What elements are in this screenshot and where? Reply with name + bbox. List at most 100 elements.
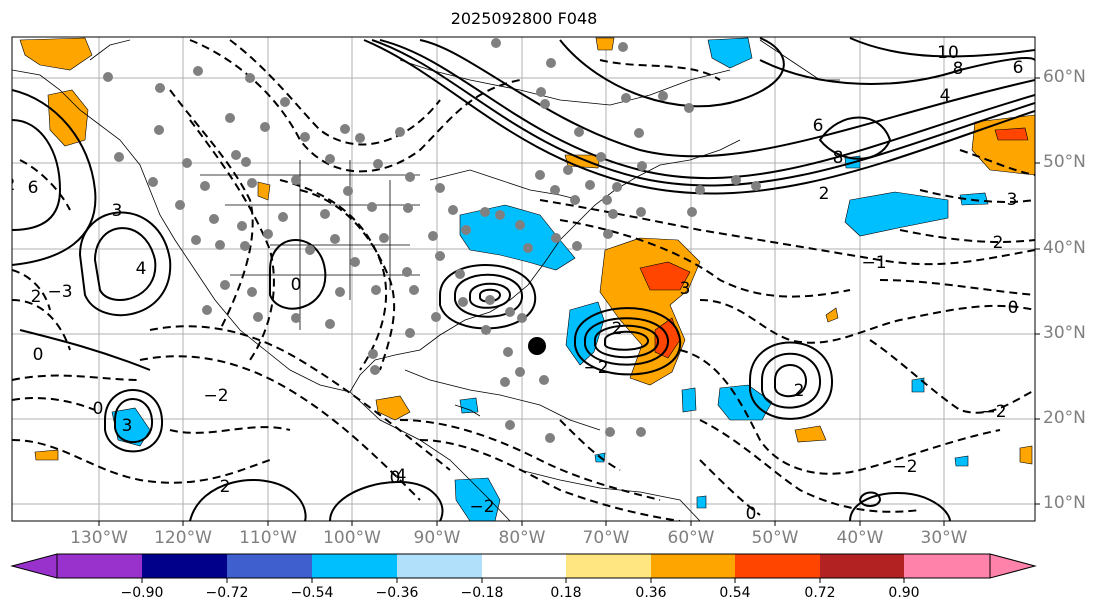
- solid-contours: [12, 37, 1035, 521]
- colorbar-extend-min: [10, 553, 58, 579]
- map-frame: [11, 36, 1036, 522]
- positive-anomaly-region: [257, 181, 271, 201]
- positive-anomaly-region: [19, 37, 93, 71]
- negative-anomaly-region: [954, 455, 969, 467]
- negative-anomaly-region: [459, 397, 479, 414]
- colorbar-bin: [142, 554, 227, 578]
- latitude-label: 10°N: [1043, 493, 1086, 513]
- colorbar-tick-label: −0.54: [290, 585, 334, 601]
- negative-anomaly-region: [459, 204, 576, 271]
- colorbar: [10, 553, 1037, 583]
- contour-label: 6: [28, 178, 39, 198]
- contour-label: −2: [203, 386, 228, 406]
- contour-label: 2: [5, 175, 16, 195]
- contour-label: 6: [813, 116, 824, 136]
- colorbar-tick-label: 0.72: [804, 585, 836, 601]
- negative-anomaly-region: [454, 477, 501, 521]
- longitude-label: 90°W: [413, 528, 461, 548]
- contour-label: 2: [220, 477, 231, 497]
- longitude-label: 60°W: [667, 528, 715, 548]
- colorbar-bin: [482, 554, 566, 578]
- contour-label: 2: [993, 233, 1004, 253]
- positive-anomaly-region: [1019, 445, 1033, 465]
- negative-anomaly-region: [959, 192, 989, 206]
- negative-anomaly-region: [696, 495, 707, 509]
- contour-label: 4: [396, 466, 407, 486]
- colorbar-bin: [397, 554, 482, 578]
- colorbar-bin: [312, 554, 397, 578]
- positive-anomaly-region: [794, 425, 827, 443]
- negative-anomaly-region: [681, 387, 697, 413]
- longitude-label: 50°W: [751, 528, 799, 548]
- positive-anomaly-region: [47, 89, 89, 147]
- positive-anomaly-region: [34, 449, 59, 461]
- longitude-label: 80°W: [498, 528, 546, 548]
- contour-label: −2: [469, 497, 494, 517]
- colorbar-bin: [566, 554, 651, 578]
- positive-anomaly-region: [595, 37, 615, 51]
- colorbar-tick-label: −0.90: [120, 585, 164, 601]
- contour-label: 3: [1007, 190, 1018, 210]
- contour-label: 0: [33, 345, 44, 365]
- longitude-label: 110°W: [239, 528, 297, 548]
- negative-anomaly-region: [707, 37, 753, 69]
- storm-center-marker: [528, 337, 546, 355]
- colorbar-tick-label: −0.36: [375, 585, 419, 601]
- colorbar-tick-label: −0.18: [460, 585, 504, 601]
- contour-label: 8: [953, 59, 964, 79]
- colorbar-bin: [651, 554, 735, 578]
- colorbar-tick-label: 0.36: [635, 585, 667, 601]
- contour-label: −1: [861, 253, 886, 273]
- contour-label: −2: [981, 402, 1006, 422]
- contour-label: −2: [892, 457, 917, 477]
- positive-anomaly-region: [375, 395, 411, 421]
- map-background: [12, 37, 1035, 521]
- colorbar-tick-label: 0.18: [550, 585, 582, 601]
- latitude-label: 50°N: [1043, 152, 1086, 172]
- observation-points: [103, 38, 761, 443]
- latitude-label: 40°N: [1043, 238, 1086, 258]
- longitude-label: 30°W: [920, 528, 968, 548]
- contour-label: 2: [31, 287, 42, 307]
- contour-labels: 10 8 6 4 6 8 2 3 2 0 −1 2 6 4 3 −3 0 2 0…: [5, 43, 1023, 524]
- contour-label: 4: [136, 259, 147, 279]
- contour-label: 8: [833, 148, 844, 168]
- colorbar-bin: [735, 554, 820, 578]
- positive-anomaly-region: [825, 307, 839, 323]
- contour-label: 2: [819, 184, 830, 204]
- strong-positive-anomaly-region: [994, 127, 1029, 141]
- contour-label: 2: [612, 319, 623, 339]
- longitude-label: 70°W: [582, 528, 630, 548]
- longitude-label: 40°W: [836, 528, 884, 548]
- negative-anomaly-region: [911, 377, 925, 393]
- contour-label: 0: [390, 468, 401, 488]
- colorbar-bin: [820, 554, 904, 578]
- colorbar-bin: [57, 554, 142, 578]
- contour-label: 3: [112, 201, 123, 221]
- colorbar-bin: [227, 554, 312, 578]
- negative-anomaly-region: [717, 384, 773, 421]
- contour-label: −2: [583, 358, 608, 378]
- longitude-label: 100°W: [323, 528, 381, 548]
- longitude-label: 130°W: [70, 528, 128, 548]
- colorbar-bin: [904, 554, 990, 578]
- colorbar-tick-label: 0.54: [719, 585, 751, 601]
- contour-label: −3: [47, 282, 72, 302]
- contour-label: 2: [794, 381, 805, 401]
- contour-label: 3: [680, 279, 691, 299]
- map-title: 2025092800 F048: [450, 9, 598, 28]
- colorbar-extend-max: [989, 553, 1037, 579]
- colorbar-tick-label: −0.72: [205, 585, 249, 601]
- latitude-label: 60°N: [1043, 67, 1086, 87]
- axis-ticks: [98, 77, 1040, 526]
- negative-anomaly-region: [844, 191, 949, 237]
- latitude-label: 20°N: [1043, 408, 1086, 428]
- longitude-label: 120°W: [154, 528, 212, 548]
- contour-label: 10: [937, 43, 959, 63]
- latitude-label: 30°N: [1043, 323, 1086, 343]
- colorbar-tick-label: 0.90: [888, 585, 920, 601]
- contour-label: 0: [746, 504, 757, 524]
- contour-label: 3: [122, 416, 133, 436]
- strong-positive-anomaly-region: [639, 261, 691, 291]
